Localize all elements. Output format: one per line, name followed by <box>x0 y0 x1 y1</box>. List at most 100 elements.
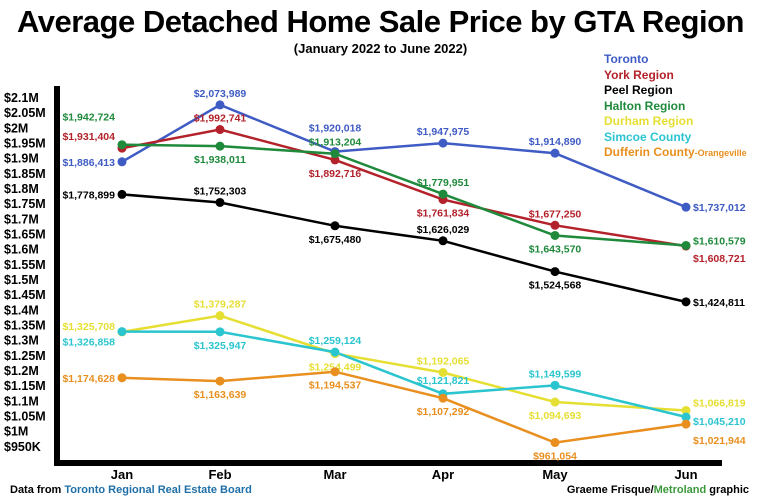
data-label: $1,121,821 <box>417 375 470 387</box>
data-label: $1,677,250 <box>529 208 582 220</box>
legend-york: York Region <box>604 67 674 82</box>
data-label: $1,174,628 <box>62 373 115 385</box>
data-label: $1,045,210 <box>693 416 746 428</box>
data-label: $1,779,951 <box>417 177 470 189</box>
data-point <box>438 393 448 403</box>
data-label: $1,737,012 <box>693 202 746 214</box>
x-tick-label: May <box>542 467 568 482</box>
data-label: $1,608,721 <box>693 253 746 265</box>
data-point <box>550 267 560 277</box>
data-label: $1,149,599 <box>529 368 582 380</box>
data-label: $1,914,890 <box>529 136 582 148</box>
data-label: $1,163,639 <box>194 389 247 401</box>
data-point <box>681 202 691 212</box>
data-point <box>215 327 225 337</box>
data-point <box>550 220 560 230</box>
series-line-0 <box>121 103 687 209</box>
legend-dufferin-sub: -Orangeville <box>694 148 747 158</box>
data-label: $1,610,579 <box>693 235 746 247</box>
data-label: $1,192,065 <box>417 355 470 367</box>
data-label: $1,643,570 <box>529 243 582 255</box>
legend-durham: Durham Region <box>604 114 694 128</box>
data-point <box>117 373 127 383</box>
chart-subtitle: (January 2022 to June 2022) <box>293 41 468 56</box>
data-label: $2,073,989 <box>194 88 247 100</box>
y-tick-label: $1.15M <box>4 379 46 393</box>
data-point <box>550 380 560 390</box>
data-point <box>438 138 448 148</box>
data-label: $1,379,287 <box>194 299 247 311</box>
data-label: $1,424,811 <box>693 297 745 309</box>
data-label: $1,325,708 <box>62 321 115 333</box>
x-tick-label: Jan <box>111 467 133 482</box>
data-point <box>330 155 340 165</box>
source-name: Toronto Regional Real Estate Board <box>64 484 252 496</box>
data-label: $1,920,018 <box>309 123 362 135</box>
data-point <box>681 297 691 307</box>
legend: Toronto York Region Peel Region Halton R… <box>604 52 747 162</box>
series-line-4 <box>121 314 687 412</box>
data-point <box>550 148 560 158</box>
data-label: $1,942,724 <box>62 112 115 124</box>
y-tick-label: $1.45M <box>4 288 46 302</box>
y-tick-label: $1.05M <box>4 410 46 424</box>
legend-peel: Peel Region <box>604 83 673 97</box>
data-label: $1,021,944 <box>693 435 746 447</box>
data-label: $1,931,404 <box>62 131 115 143</box>
data-point <box>215 197 225 207</box>
data-point <box>117 189 127 199</box>
y-tick-label: $2.05M <box>4 106 46 120</box>
data-point <box>681 405 691 415</box>
data-point <box>117 157 127 167</box>
data-label: $1,675,480 <box>309 234 362 246</box>
y-tick-label: $1.95M <box>4 137 46 151</box>
data-point <box>681 412 691 422</box>
credit-note: Graeme Frisque/Metroland graphic <box>567 484 749 496</box>
data-point <box>215 376 225 386</box>
data-point <box>438 236 448 246</box>
data-label: $1,325,947 <box>194 340 247 352</box>
x-tick-label: Jun <box>674 467 697 482</box>
y-tick-label: $1.5M <box>4 273 39 287</box>
series-line-5 <box>121 330 687 419</box>
data-point <box>117 140 127 150</box>
legend-dufferin-main: Dufferin County <box>604 145 695 159</box>
legend-simcoe: Simcoe County <box>604 129 692 144</box>
source-prefix: Data from <box>10 484 65 496</box>
y-tick-label: $1.2M <box>4 364 39 378</box>
data-point <box>438 367 448 377</box>
series-line-1 <box>121 128 687 248</box>
data-point <box>215 141 225 151</box>
series-line-3 <box>121 143 687 247</box>
data-label: $1,259,124 <box>309 335 362 347</box>
series-line-2 <box>121 193 687 304</box>
y-tick-label: $1.7M <box>4 212 39 226</box>
data-point <box>330 221 340 231</box>
data-point <box>681 419 691 429</box>
data-point <box>330 347 340 357</box>
data-label: $1,938,011 <box>194 154 246 166</box>
data-label: $1,947,975 <box>417 126 470 138</box>
data-label: $1,913,204 <box>309 137 362 149</box>
source-note: Data from Toronto Regional Real Estate B… <box>10 484 252 496</box>
data-label: $961,054 <box>533 451 577 463</box>
data-point <box>550 397 560 407</box>
y-tick-label: $2.1M <box>4 91 39 105</box>
x-tick-label: Apr <box>432 467 454 482</box>
y-tick-label: $1.9M <box>4 152 39 166</box>
y-tick-label: $2M <box>4 121 28 135</box>
y-tick-label: $1.55M <box>4 258 46 272</box>
data-point <box>550 438 560 448</box>
legend-dufferin: Dufferin County-Orangeville <box>604 145 747 162</box>
data-point <box>681 240 691 250</box>
data-point <box>438 189 448 199</box>
x-tick-label: Feb <box>208 467 231 482</box>
data-point <box>330 367 340 377</box>
y-tick-label: $1.65M <box>4 228 46 242</box>
x-tick-label: Mar <box>323 467 346 482</box>
data-label: $1,094,693 <box>529 410 582 422</box>
credit-org: Metroland <box>653 484 707 496</box>
data-label: $1,107,292 <box>417 406 470 418</box>
y-tick-label: $1.4M <box>4 303 39 317</box>
data-label: $1,761,834 <box>417 208 470 220</box>
